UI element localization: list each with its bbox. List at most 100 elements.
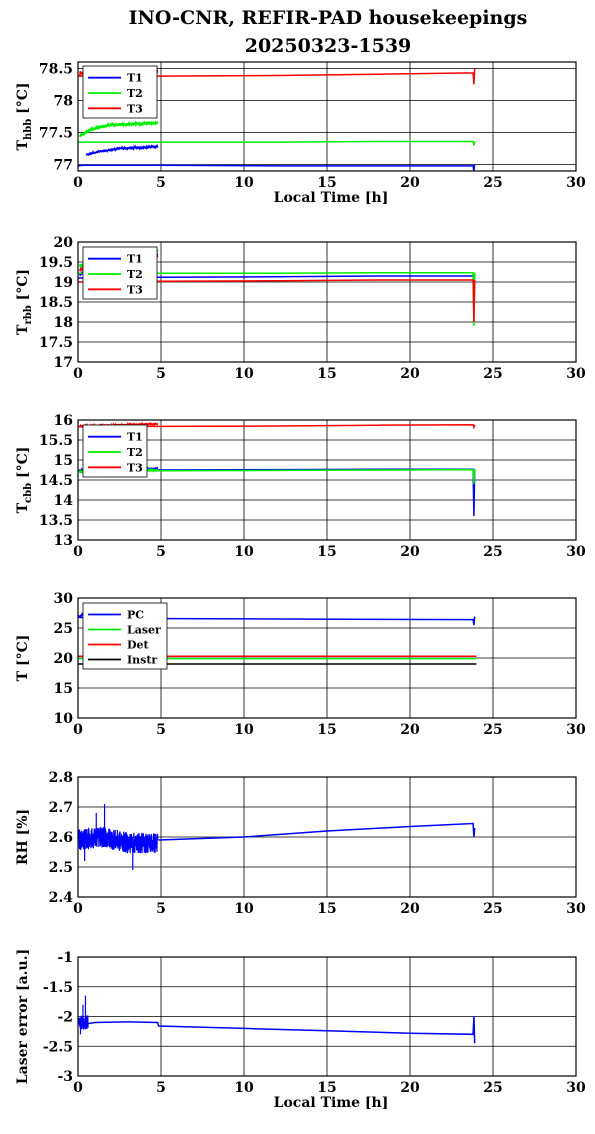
x-axis-label: Local Time [h] bbox=[274, 190, 389, 206]
x-tick-label: 25 bbox=[483, 544, 502, 560]
legend-label-det: Det bbox=[127, 639, 150, 652]
x-tick-label: 20 bbox=[400, 544, 420, 560]
y-tick-label: 14.5 bbox=[39, 473, 73, 489]
chart-panel-5: 0 5 10 15 20 25 30 2.4 2.5 2.6 2.7 2.8 RH [%] bbox=[15, 770, 586, 917]
x-tick-label: 20 bbox=[400, 901, 420, 917]
y-tick-label: 2.7 bbox=[49, 800, 73, 816]
plot-frame bbox=[77, 61, 577, 172]
x-tick-label: 15 bbox=[317, 366, 336, 382]
y-tick-label: 20 bbox=[54, 651, 74, 667]
plot-frame bbox=[77, 956, 577, 1077]
x-tick-label: 30 bbox=[566, 722, 586, 738]
y-tick-label: -1.5 bbox=[43, 980, 73, 996]
x-tick-label: 30 bbox=[566, 544, 586, 560]
y-tick-label: 2.8 bbox=[49, 770, 73, 786]
y-tick-label: 77.5 bbox=[39, 126, 73, 142]
y-tick-label: 18.5 bbox=[39, 295, 73, 311]
series-line-t2 bbox=[78, 140, 476, 146]
x-tick-label: 0 bbox=[73, 544, 83, 560]
y-tick-label: 2.4 bbox=[49, 890, 74, 906]
y-tick-label: -3 bbox=[57, 1069, 73, 1085]
legend: T1 T2 T3 bbox=[82, 65, 158, 119]
y-tick-label: 20 bbox=[54, 235, 74, 251]
legend: PC Laser Det Instr bbox=[82, 602, 168, 670]
y-tick-label: 14 bbox=[54, 493, 74, 509]
y-axis-label: Trbb [°C] bbox=[15, 269, 34, 335]
panels: 0 5 10 15 20 25 30 77 77.5 78 78.5 Local Time [h] Th… bbox=[15, 61, 586, 1111]
legend-label-instr: Instr bbox=[127, 654, 157, 667]
legend-label-pc: PC bbox=[127, 609, 144, 622]
x-tick-label: 25 bbox=[483, 366, 502, 382]
y-tick-label: 2.5 bbox=[49, 860, 73, 876]
legend-box bbox=[82, 65, 158, 119]
legend-label-t1: T1 bbox=[127, 72, 143, 85]
y-tick-label: 16 bbox=[54, 413, 73, 429]
plot-frame bbox=[77, 419, 577, 541]
x-tick-label: 5 bbox=[156, 544, 166, 560]
x-tick-label: 15 bbox=[317, 901, 336, 917]
legend: T1 T2 T3 bbox=[82, 246, 158, 300]
y-tick-label: 15.5 bbox=[39, 433, 73, 449]
legend-label-t1: T1 bbox=[127, 253, 143, 266]
y-tick-label: 78.5 bbox=[39, 61, 73, 77]
legend: T1 T2 T3 bbox=[82, 424, 148, 478]
x-tick-label: 0 bbox=[73, 175, 83, 191]
x-tick-label: 5 bbox=[156, 722, 166, 738]
plot-frame bbox=[77, 597, 577, 719]
series-group bbox=[78, 66, 476, 171]
x-tick-label: 15 bbox=[317, 1080, 336, 1096]
y-tick-label: -2.5 bbox=[43, 1039, 73, 1055]
y-tick-label: 2.6 bbox=[49, 830, 73, 846]
x-tick-label: 5 bbox=[156, 901, 166, 917]
y-tick-label: 15 bbox=[54, 453, 73, 469]
y-tick-label: -2 bbox=[57, 1010, 73, 1026]
series-line-t1 bbox=[78, 164, 476, 171]
x-tick-label: 20 bbox=[400, 1080, 420, 1096]
y-axis-label: Laser error [a.u.] bbox=[15, 949, 31, 1084]
chart-panel-2: 0 5 10 15 20 25 30 17 17.5 18 18.5 19 19.5 20 Trbb [°C… bbox=[15, 235, 586, 382]
series-line-t3 bbox=[78, 279, 476, 323]
x-tick-label: 0 bbox=[73, 722, 83, 738]
chart-panel-4: 0 5 10 15 20 25 30 10 15 20 25 30 T [°C] PC Laser Det In… bbox=[15, 591, 586, 738]
y-tick-label: 17.5 bbox=[39, 335, 73, 351]
x-tick-label: 15 bbox=[317, 175, 336, 191]
legend-label-laser: Laser bbox=[127, 624, 161, 637]
x-tick-label: 20 bbox=[400, 366, 420, 382]
x-tick-label: 25 bbox=[483, 722, 502, 738]
x-tick-label: 10 bbox=[234, 366, 254, 382]
y-tick-label: 18 bbox=[54, 315, 73, 331]
y-tick-label: 19.5 bbox=[39, 255, 73, 271]
figure-title-line1: INO-CNR, REFIR-PAD housekeepings bbox=[129, 7, 528, 29]
series-noise-t2 bbox=[79, 120, 159, 138]
x-tick-label: 0 bbox=[73, 366, 83, 382]
series-line-t3 bbox=[78, 424, 476, 430]
x-tick-label: 25 bbox=[483, 901, 502, 917]
x-tick-label: 30 bbox=[566, 366, 586, 382]
y-tick-label: 10 bbox=[54, 711, 74, 727]
x-tick-label: 5 bbox=[156, 366, 166, 382]
x-tick-label: 10 bbox=[234, 722, 254, 738]
legend-label-t2: T2 bbox=[127, 87, 143, 100]
y-tick-label: 78 bbox=[54, 93, 73, 109]
y-axis-label: T [°C] bbox=[15, 635, 31, 682]
legend-label-t2: T2 bbox=[127, 268, 143, 281]
x-tick-label: 15 bbox=[317, 722, 336, 738]
x-tick-label: 10 bbox=[234, 175, 254, 191]
y-tick-label: 13.5 bbox=[39, 513, 73, 529]
series-line-rh bbox=[158, 822, 476, 841]
series-noise-t1 bbox=[85, 143, 159, 157]
y-tick-label: 25 bbox=[54, 621, 73, 637]
series-line-t2 bbox=[78, 272, 476, 327]
y-tick-label: 19 bbox=[54, 275, 73, 291]
x-tick-label: 0 bbox=[73, 901, 83, 917]
series-group bbox=[78, 995, 476, 1044]
legend-label-t3: T3 bbox=[127, 461, 143, 474]
x-tick-label: 15 bbox=[317, 544, 336, 560]
series-line-t2 bbox=[78, 468, 476, 485]
legend-label-t3: T3 bbox=[127, 283, 143, 296]
figure-title-line2: 20250323-1539 bbox=[245, 35, 412, 57]
series-group bbox=[78, 804, 476, 870]
series-line-laser-error bbox=[87, 1016, 476, 1044]
x-tick-label: 20 bbox=[400, 175, 420, 191]
